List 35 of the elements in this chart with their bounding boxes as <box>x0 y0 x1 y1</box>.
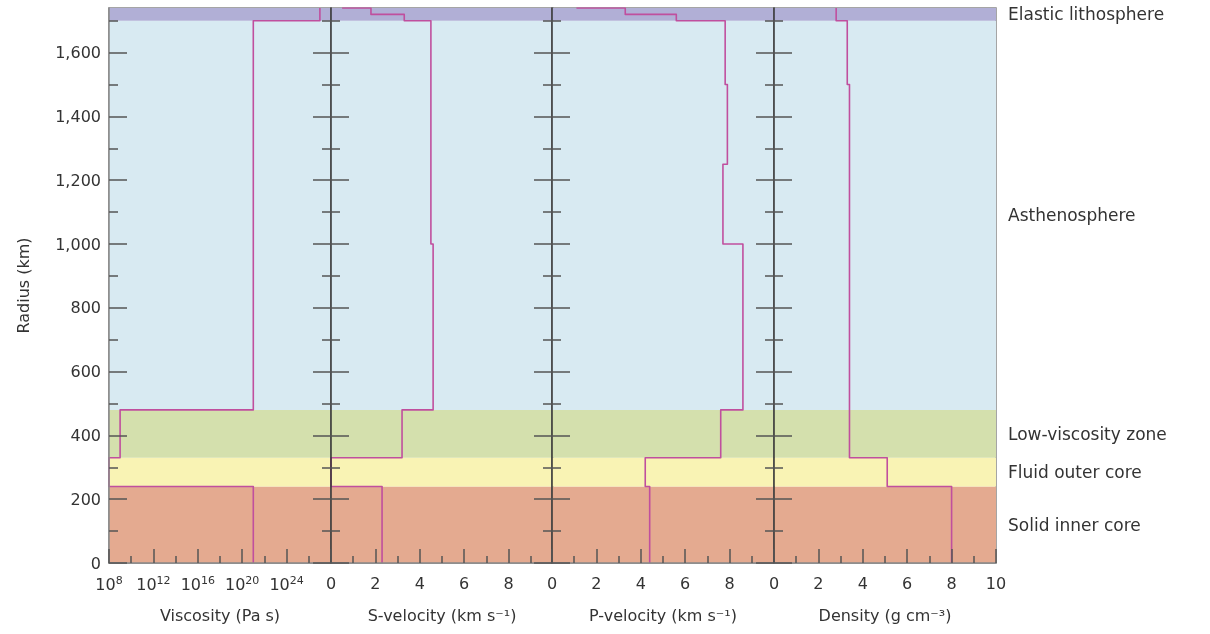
x-tick-label: 0 <box>768 573 780 593</box>
x-tick-label: 10 <box>985 573 1007 593</box>
y-tick-label: 1,200 <box>55 170 101 190</box>
y-tick-label: 600 <box>70 362 101 382</box>
y-tick-label: 1,400 <box>55 106 101 126</box>
band-label: Fluid outer core <box>1008 462 1142 483</box>
y-tick-label: 1,000 <box>55 234 101 254</box>
band-label: Low-viscosity zone <box>1008 423 1167 444</box>
x-tick-label: 2 <box>370 573 381 593</box>
x-axis-title: P-velocity (km s⁻¹) <box>589 605 737 625</box>
y-axis-title: Radius (km) <box>13 237 33 334</box>
x-tick-label: 0 <box>325 573 337 593</box>
band-label: Solid inner core <box>1008 514 1141 535</box>
y-tick-label: 400 <box>70 425 101 445</box>
x-tick-label: 0 <box>546 573 558 593</box>
x-tick-label: 8 <box>946 573 957 593</box>
x-tick-label: 8 <box>503 573 514 593</box>
x-axis-title: Density (g cm⁻³) <box>818 605 952 625</box>
x-axis-title: S-velocity (km s⁻¹) <box>367 605 517 625</box>
y-tick-label: 200 <box>70 489 101 509</box>
x-tick-label: 6 <box>459 573 470 593</box>
x-tick-label: 4 <box>857 573 868 593</box>
x-tick-label: 4 <box>635 573 646 593</box>
x-tick-label: 4 <box>414 573 425 593</box>
x-tick-label: 6 <box>680 573 691 593</box>
x-tick-label: 2 <box>591 573 602 593</box>
y-tick-label: 1,600 <box>55 43 101 63</box>
band-label: Elastic lithosphere <box>1008 4 1165 25</box>
y-tick-label: 800 <box>70 298 101 318</box>
x-axis-title: Viscosity (Pa s) <box>159 605 281 625</box>
band-label: Asthenosphere <box>1008 205 1136 226</box>
x-tick-label: 8 <box>724 573 735 593</box>
x-tick-label: 2 <box>813 573 824 593</box>
x-tick-label: 6 <box>902 573 913 593</box>
y-tick-label: 0 <box>90 553 101 573</box>
